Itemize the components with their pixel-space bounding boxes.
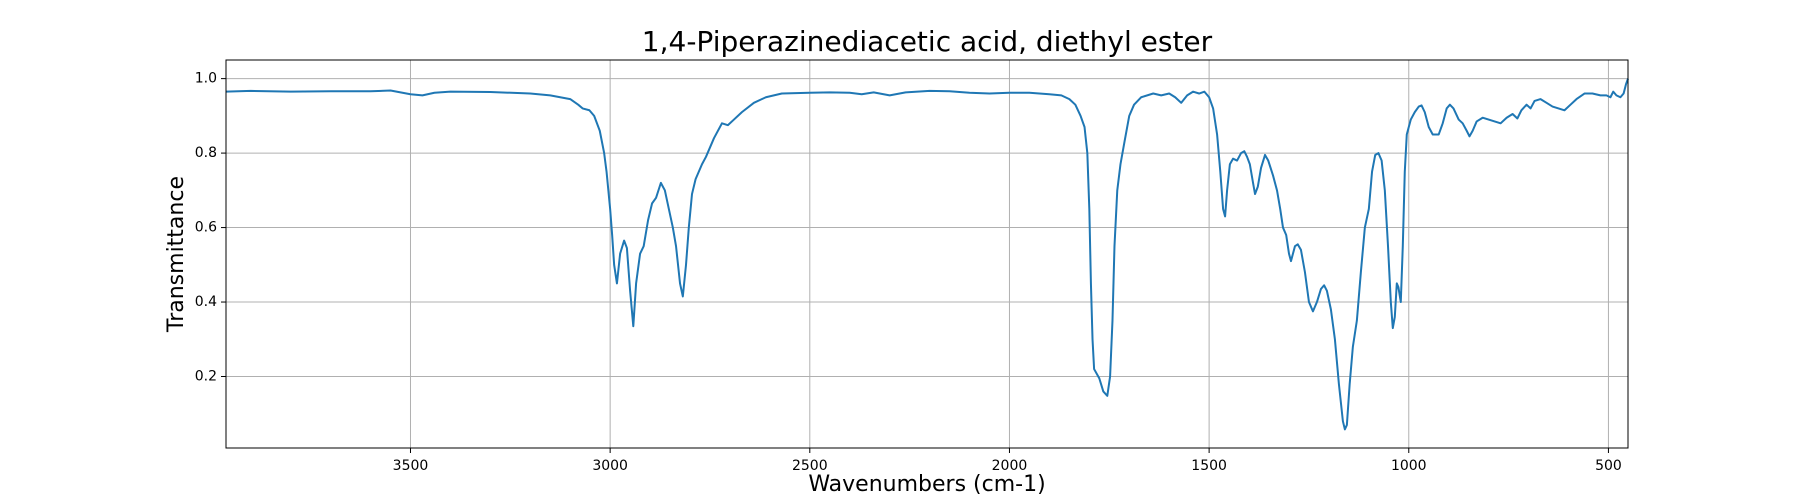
x-tick-label: 1000: [1391, 458, 1427, 474]
y-tick-label: 1.0: [195, 71, 217, 87]
chart-title: 1,4-Piperazinediacetic acid, diethyl est…: [642, 25, 1213, 58]
x-tick-label: 2500: [792, 458, 828, 474]
y-tick-label: 0.6: [195, 220, 217, 236]
plot-frame: [225, 59, 1629, 449]
x-axis-label: Wavenumbers (cm-1): [808, 472, 1045, 497]
x-tick-label: 3500: [393, 458, 429, 474]
y-axis-label: Transmittance: [164, 176, 189, 333]
y-tick-label: 0.2: [195, 369, 217, 385]
x-tick-label: 2000: [992, 458, 1028, 474]
y-tick-label: 0.8: [195, 145, 217, 161]
x-tick-label: 1500: [1191, 458, 1227, 474]
spectrum-line: [225, 78, 1629, 431]
x-tick-label: 500: [1595, 458, 1622, 474]
x-tick-label: 3000: [592, 458, 628, 474]
y-tick-label: 0.4: [195, 294, 217, 310]
